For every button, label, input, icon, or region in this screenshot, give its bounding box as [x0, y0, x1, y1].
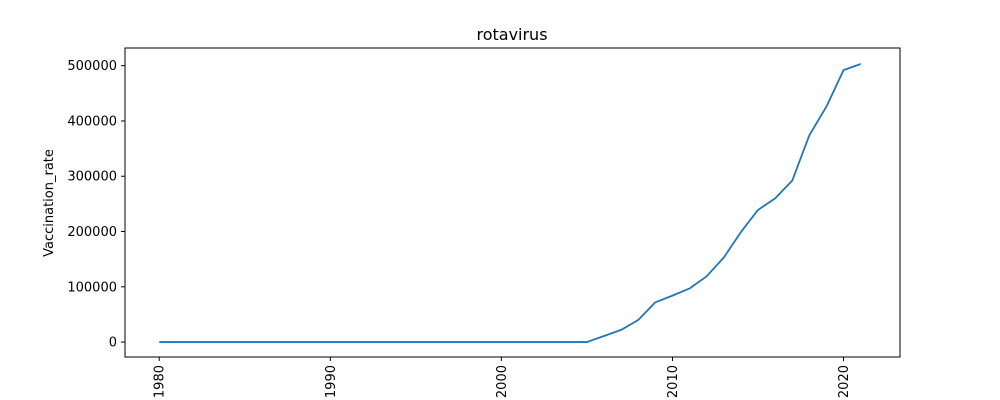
chart-title: rotavirus	[476, 25, 547, 44]
x-tick-label: 1990	[324, 365, 339, 398]
y-tick-label: 400000	[67, 114, 117, 129]
y-tick-label: 200000	[67, 225, 117, 240]
x-tick-label: 1980	[153, 365, 168, 398]
y-axis-label: Vaccination_rate	[42, 149, 57, 257]
x-tick-label: 2010	[666, 365, 681, 398]
series-line-0	[159, 63, 861, 343]
plot-area	[159, 63, 861, 343]
y-tick-label: 100000	[67, 280, 117, 295]
x-tick-label: 2020	[837, 365, 852, 398]
axes-frame	[124, 47, 901, 358]
y-tick-label: 500000	[67, 59, 117, 74]
x-tick-label: 2000	[495, 365, 510, 398]
y-tick-label: 0	[109, 336, 117, 351]
y-tick-label: 300000	[67, 170, 117, 185]
